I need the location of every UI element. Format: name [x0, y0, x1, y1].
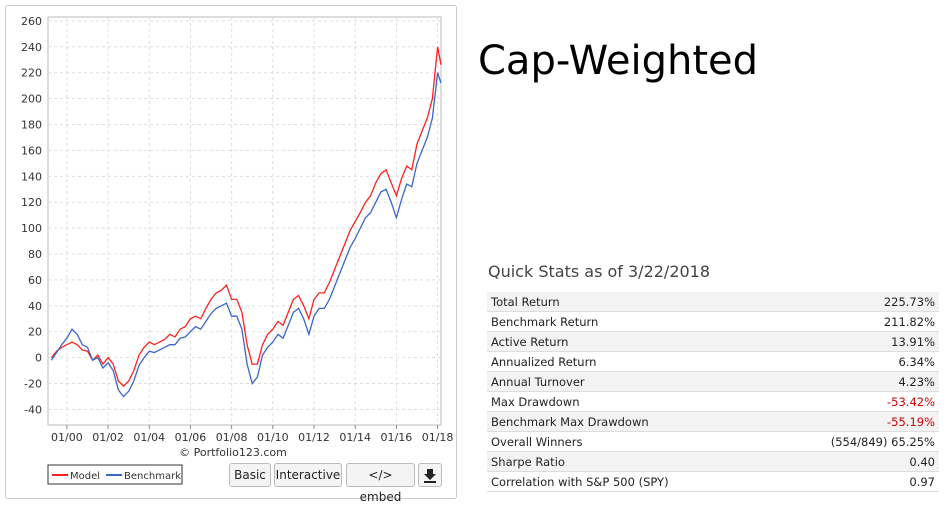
x-tick-label: 01/08 — [216, 431, 248, 444]
stat-label: Benchmark Return — [487, 311, 769, 332]
chart: © Portfolio123.com -40 -20 0 20 40 60 80 100 120… — [21, 15, 454, 485]
stat-label: Active Return — [487, 331, 769, 352]
stats-row: Total Return 225.73% — [487, 292, 939, 312]
y-tick-label: 100 — [21, 222, 42, 235]
y-tick-label: 200 — [21, 93, 42, 106]
y-tick-label: -40 — [24, 403, 42, 416]
stat-value: 6.34% — [768, 351, 939, 372]
download-button[interactable] — [418, 463, 442, 487]
legend-label: Benchmark — [124, 471, 181, 482]
stat-value: 13.91% — [768, 331, 939, 352]
x-tick-label: 01/06 — [175, 431, 207, 444]
stat-value: 4.23% — [768, 371, 939, 392]
y-tick-label: 180 — [21, 119, 42, 132]
y-tick-label: 140 — [21, 170, 42, 183]
y-tick-label: 240 — [21, 41, 42, 54]
x-tick-label: 01/10 — [257, 431, 289, 444]
chart-panel — [5, 5, 457, 499]
stats-row: Sharpe Ratio 0.40 — [487, 451, 939, 472]
x-tick-label: 01/18 — [422, 431, 454, 444]
series-line — [50, 72, 442, 398]
stats-row: Active Return 13.91% — [487, 331, 939, 352]
stat-value: 0.40 — [768, 451, 939, 472]
stat-label: Total Return — [487, 292, 769, 312]
y-tick-label: 60 — [28, 274, 42, 287]
stats-row: Benchmark Max Drawdown -55.19% — [487, 411, 939, 432]
heading: Cap-Weighted — [478, 38, 758, 84]
stat-label: Max Drawdown — [487, 391, 769, 412]
stats-row: Benchmark Return 211.82% — [487, 311, 939, 332]
interactive-button[interactable]: Interactive — [274, 463, 342, 487]
x-tick-label: 01/12 — [298, 431, 330, 444]
credit: © Portfolio123.com — [179, 446, 287, 459]
plot-area — [47, 16, 442, 426]
download-icon — [424, 469, 436, 483]
stat-label: Annualized Return — [487, 351, 769, 372]
stat-label: Annual Turnover — [487, 371, 769, 392]
x-tick-label: 01/04 — [133, 431, 165, 444]
stats-row: Correlation with S&P 500 (SPY) 0.97 — [487, 471, 939, 492]
stat-label: Benchmark Max Drawdown — [487, 411, 769, 432]
legend-label: Model — [70, 471, 100, 482]
stat-value: 0.97 — [768, 471, 939, 492]
stats-row: Max Drawdown -53.42% — [487, 391, 939, 412]
y-tick-label: 120 — [21, 196, 42, 209]
stat-value: 211.82% — [768, 311, 939, 332]
stat-value: -53.42% — [768, 391, 939, 412]
stats-row: Annual Turnover 4.23% — [487, 371, 939, 392]
basic-button[interactable]: Basic — [229, 463, 271, 487]
stat-label: Overall Winners — [487, 431, 769, 452]
stat-label: Correlation with S&P 500 (SPY) — [487, 471, 769, 492]
stats-table: Total Return 225.73% Benchmark Return 211.8… — [487, 292, 939, 492]
stat-label: Sharpe Ratio — [487, 451, 769, 472]
x-tick-label: 01/14 — [339, 431, 371, 444]
x-tick-label: 01/02 — [92, 431, 124, 444]
series-line — [50, 46, 442, 388]
stat-value: -55.19% — [768, 411, 939, 432]
stat-value: (554/849) 65.25% — [768, 431, 939, 452]
x-tick-label: 01/00 — [51, 431, 83, 444]
stats-row: Overall Winners (554/849) 65.25% — [487, 431, 939, 452]
y-tick-label: 160 — [21, 144, 42, 157]
stats-title: Quick Stats as of 3/22/2018 — [488, 262, 711, 281]
y-tick-label: 0 — [35, 352, 42, 365]
y-tick-label: 20 — [28, 326, 42, 339]
y-tick-label: 80 — [28, 248, 42, 261]
x-tick-label: 01/16 — [381, 431, 413, 444]
y-tick-label: -20 — [24, 378, 42, 391]
y-tick-label: 40 — [28, 300, 42, 313]
y-tick-label: 260 — [21, 15, 42, 28]
y-tick-label: 220 — [21, 67, 42, 80]
stat-value: 225.73% — [768, 292, 939, 312]
stats-row: Annualized Return 6.34% — [487, 351, 939, 372]
embed-button[interactable]: </> embed — [346, 463, 415, 504]
